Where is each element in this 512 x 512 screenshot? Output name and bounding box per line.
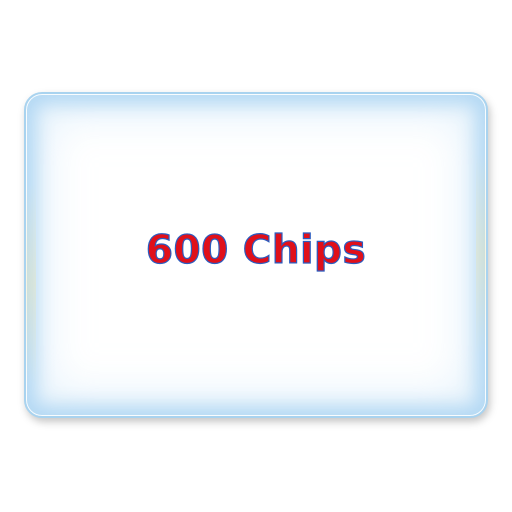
card-edge-tint-right (476, 154, 486, 354)
card-edge-tint-left (26, 184, 36, 384)
chips-card[interactable]: 600 Chips (24, 92, 488, 418)
chips-amount-label: 600 Chips (145, 227, 367, 273)
